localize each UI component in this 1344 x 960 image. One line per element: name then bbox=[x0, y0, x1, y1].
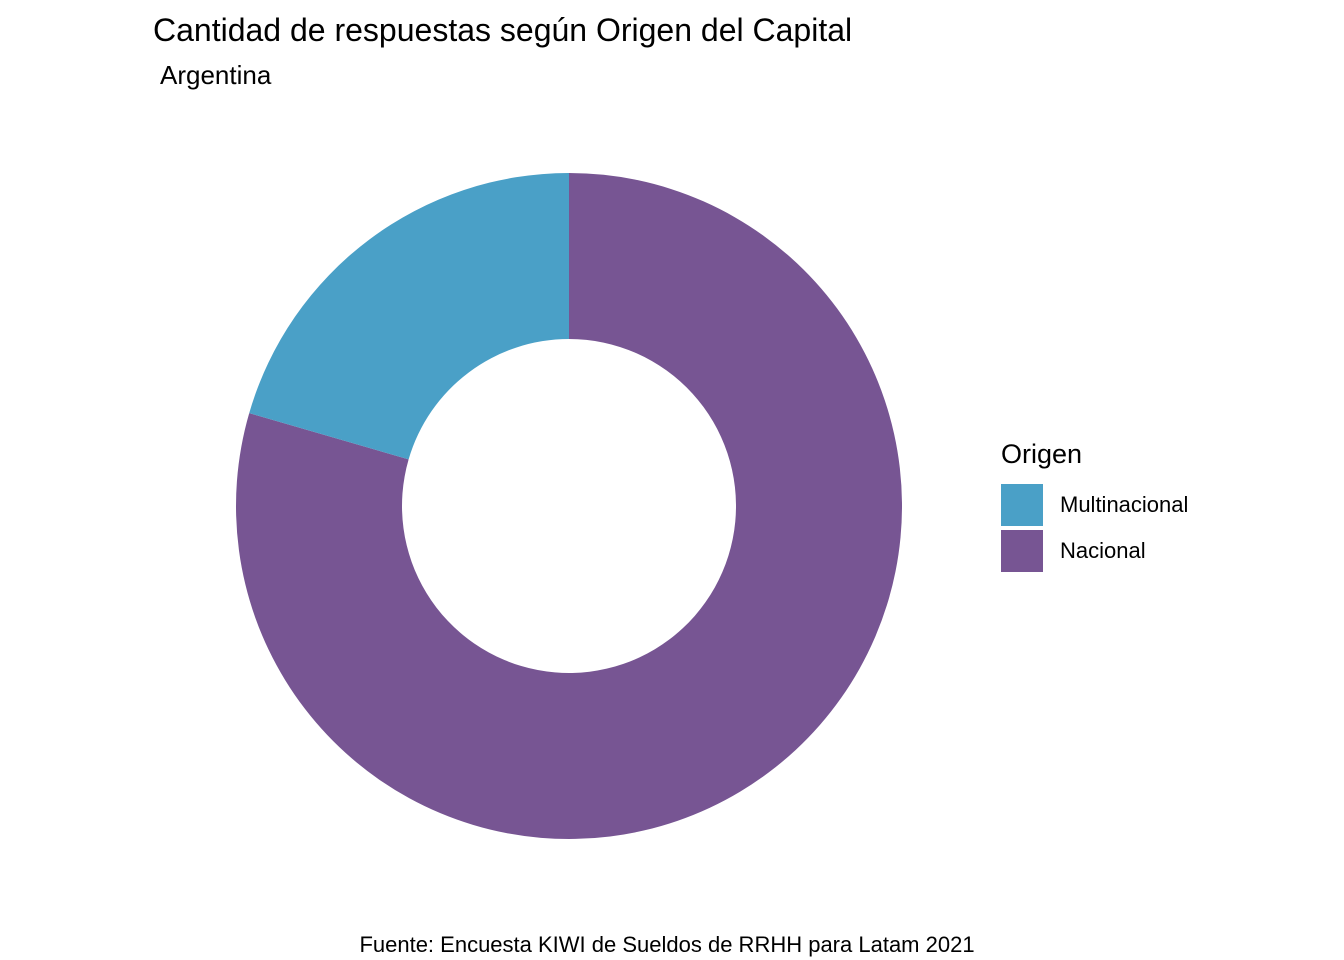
legend-item-nacional: Nacional bbox=[1001, 528, 1188, 574]
chart-subtitle: Argentina bbox=[160, 60, 272, 90]
legend-label-nacional: Nacional bbox=[1060, 538, 1146, 563]
slice-nacional bbox=[236, 173, 903, 839]
legend-label-multinacional: Multinacional bbox=[1060, 492, 1189, 517]
legend-swatch-nacional bbox=[1001, 530, 1043, 572]
legend-title: Origen bbox=[1001, 439, 1083, 469]
donut-chart bbox=[236, 173, 903, 839]
slice-multinacional bbox=[249, 173, 569, 460]
chart-title: Cantidad de respuestas según Origen del … bbox=[153, 12, 853, 48]
legend: Origen Multinacional Nacional bbox=[1001, 436, 1188, 574]
legend-swatch-multinacional bbox=[1001, 484, 1043, 526]
chart-caption: Fuente: Encuesta KIWI de Sueldos de RRHH… bbox=[359, 932, 975, 957]
legend-item-multinacional: Multinacional bbox=[1001, 482, 1188, 528]
donut-slices bbox=[236, 173, 903, 839]
